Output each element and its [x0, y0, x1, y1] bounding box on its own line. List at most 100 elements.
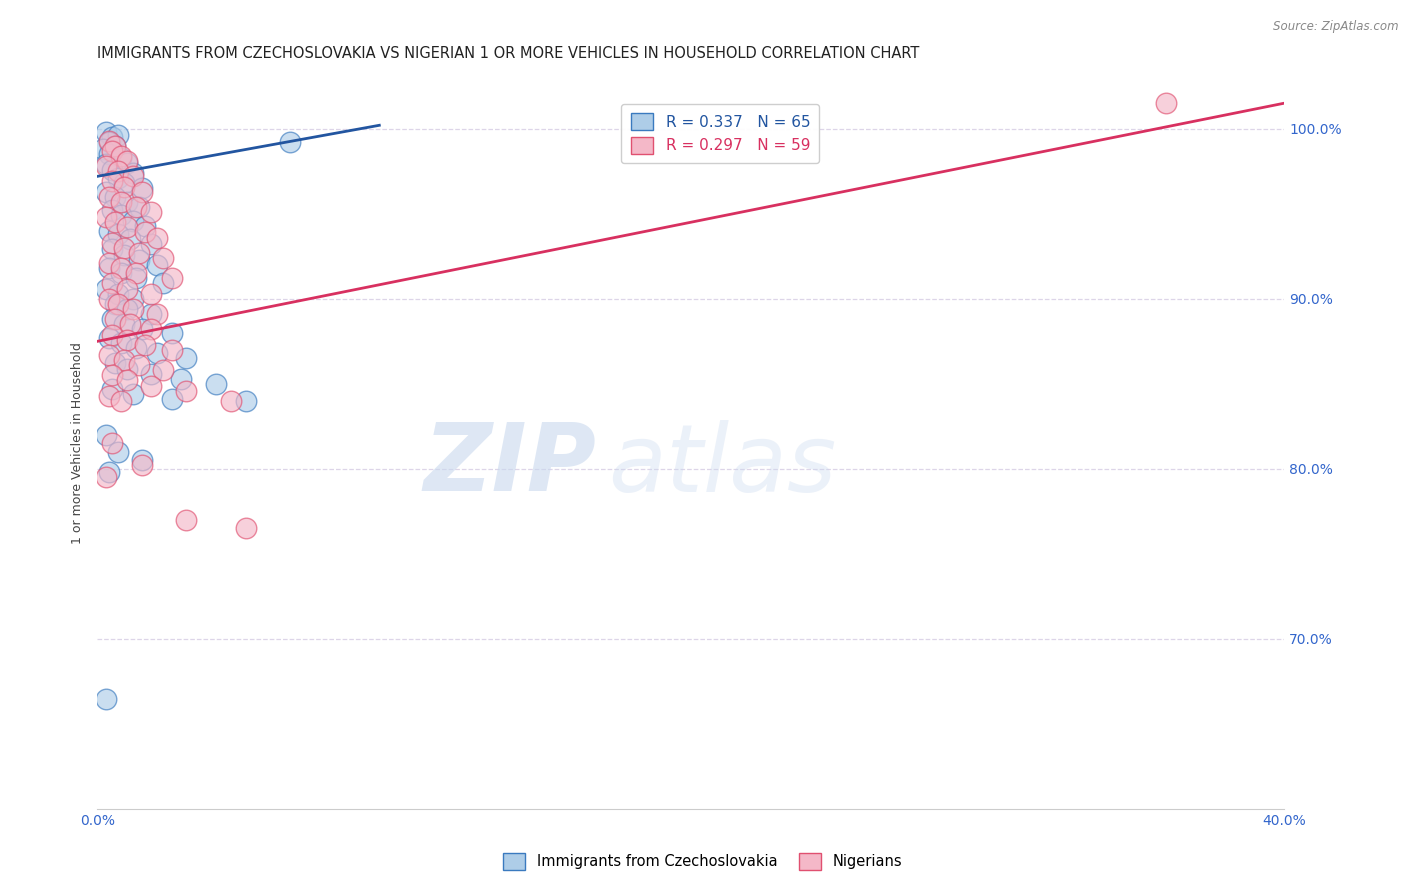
- Point: [146, 346, 169, 360]
- Point: [107, 227, 129, 242]
- Point: [96, 157, 118, 171]
- Point: [131, 181, 153, 195]
- Point: [98, 134, 121, 148]
- Point: [107, 445, 129, 459]
- Point: [115, 361, 138, 376]
- Point: [139, 237, 162, 252]
- Point: [110, 261, 132, 276]
- Point: [176, 351, 198, 366]
- Point: [112, 176, 135, 190]
- Point: [101, 327, 124, 342]
- Point: [98, 261, 121, 276]
- Point: [115, 194, 138, 209]
- Point: [96, 282, 118, 296]
- Point: [122, 387, 145, 401]
- Point: [131, 185, 153, 199]
- Point: [128, 200, 150, 214]
- Text: IMMIGRANTS FROM CZECHOSLOVAKIA VS NIGERIAN 1 OR MORE VEHICLES IN HOUSEHOLD CORRE: IMMIGRANTS FROM CZECHOSLOVAKIA VS NIGERI…: [97, 46, 920, 62]
- Point: [125, 266, 148, 280]
- Point: [139, 378, 162, 392]
- Text: Source: ZipAtlas.com: Source: ZipAtlas.com: [1274, 20, 1399, 33]
- Point: [1154, 96, 1177, 111]
- Point: [101, 436, 124, 450]
- Point: [98, 348, 121, 362]
- Point: [120, 232, 142, 246]
- Point: [139, 307, 162, 321]
- Point: [96, 125, 118, 139]
- Point: [139, 367, 162, 381]
- Point: [104, 215, 127, 229]
- Point: [235, 521, 257, 535]
- Point: [122, 301, 145, 316]
- Point: [134, 219, 156, 233]
- Point: [101, 368, 124, 383]
- Point: [110, 266, 132, 280]
- Point: [101, 174, 124, 188]
- Point: [128, 245, 150, 260]
- Point: [131, 453, 153, 467]
- Point: [128, 358, 150, 372]
- Point: [122, 169, 145, 184]
- Point: [146, 230, 169, 244]
- Point: [104, 356, 127, 370]
- Point: [112, 318, 135, 332]
- Point: [115, 220, 138, 235]
- Point: [101, 130, 124, 145]
- Point: [104, 138, 127, 153]
- Point: [110, 336, 132, 351]
- Point: [139, 286, 162, 301]
- Point: [160, 343, 183, 357]
- Point: [101, 277, 124, 291]
- Point: [110, 209, 132, 223]
- Point: [107, 286, 129, 301]
- Point: [101, 312, 124, 326]
- Point: [120, 318, 142, 332]
- Point: [110, 393, 132, 408]
- Point: [107, 164, 129, 178]
- Point: [125, 341, 148, 355]
- Point: [110, 194, 132, 209]
- Point: [96, 210, 118, 224]
- Point: [115, 155, 138, 169]
- Point: [104, 190, 127, 204]
- Point: [176, 384, 198, 398]
- Point: [98, 292, 121, 306]
- Point: [131, 458, 153, 473]
- Point: [146, 258, 169, 272]
- Point: [107, 171, 129, 186]
- Point: [122, 166, 145, 180]
- Point: [139, 205, 162, 219]
- Point: [125, 271, 148, 285]
- Point: [96, 159, 118, 173]
- Text: atlas: atlas: [607, 420, 837, 511]
- Point: [112, 353, 135, 368]
- Point: [104, 138, 127, 153]
- Point: [115, 154, 138, 169]
- Point: [160, 326, 183, 340]
- Point: [98, 147, 121, 161]
- Point: [104, 312, 127, 326]
- Point: [115, 373, 138, 387]
- Point: [278, 136, 301, 150]
- Point: [115, 282, 138, 296]
- Point: [131, 322, 153, 336]
- Point: [160, 392, 183, 406]
- Point: [122, 213, 145, 227]
- Point: [98, 465, 121, 479]
- Point: [98, 331, 121, 345]
- Point: [176, 513, 198, 527]
- Point: [152, 277, 174, 291]
- Point: [98, 389, 121, 403]
- Point: [219, 393, 242, 408]
- Point: [122, 292, 145, 306]
- Point: [139, 322, 162, 336]
- Point: [115, 333, 138, 347]
- Point: [112, 247, 135, 261]
- Point: [104, 297, 127, 311]
- Point: [112, 179, 135, 194]
- Point: [101, 203, 124, 218]
- Legend: Immigrants from Czechoslovakia, Nigerians: Immigrants from Czechoslovakia, Nigerian…: [498, 847, 908, 876]
- Point: [152, 251, 174, 265]
- Text: ZIP: ZIP: [423, 419, 596, 511]
- Point: [101, 235, 124, 250]
